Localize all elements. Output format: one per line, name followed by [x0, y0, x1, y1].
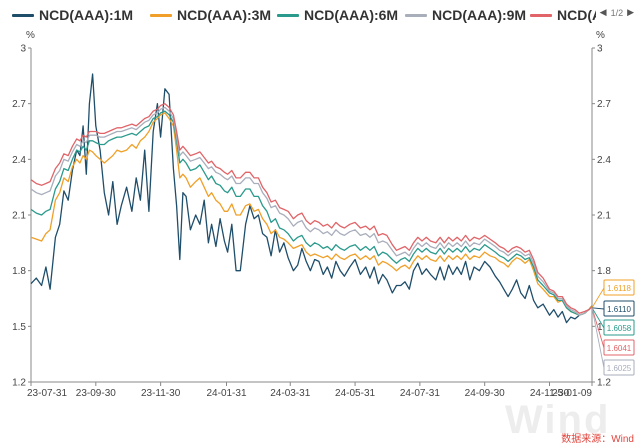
y-tick-label-left: 1.5	[12, 322, 26, 333]
end-value-box	[603, 319, 635, 336]
end-value-label: 1.6110	[607, 305, 631, 314]
end-value-connector	[591, 307, 605, 369]
y-tick-label-right: 2.1	[597, 211, 611, 222]
legend-label: NCD(AAA):3M	[177, 7, 272, 23]
legend-item-9m[interactable]: NCD(AAA):9M	[405, 5, 526, 25]
legend-pager[interactable]: ◀ 1/2 ▶	[595, 7, 634, 18]
y-tick-label-left: 3	[20, 44, 26, 55]
x-tick-label: 24-09-30	[465, 388, 505, 399]
legend-item-3m[interactable]: NCD(AAA):3M	[150, 5, 271, 25]
y-axis-unit-left: %	[26, 30, 35, 41]
x-tick-label: 23-09-30	[76, 388, 116, 399]
y-tick-label-left: 2.1	[12, 211, 26, 222]
end-value-connector	[591, 287, 605, 309]
x-tick-label: 24-07-31	[400, 388, 440, 399]
legend-items: NCD(AAA):1M NCD(AAA):3M NCD(AAA):6M NCD(AAA…	[0, 0, 596, 30]
end-value-label: 1.6118	[607, 284, 631, 293]
legend-label: NCD(AAA):6M	[304, 7, 399, 23]
legend-item-1m[interactable]: NCD(AAA):1M	[12, 5, 133, 25]
legend-swatch	[12, 13, 34, 17]
end-value-box	[603, 339, 635, 356]
end-value-label: 1.6058	[607, 324, 632, 333]
end-value-label: 1.6025	[607, 364, 632, 373]
series-line-6m	[30, 110, 593, 316]
x-tick-label: 24-01-31	[206, 388, 246, 399]
legend-item-1y[interactable]: NCD(AAA):1Y	[530, 5, 596, 25]
legend-swatch	[405, 13, 427, 17]
legend-swatch	[150, 13, 172, 17]
legend-item-6m[interactable]: NCD(AAA):6M	[277, 5, 398, 25]
series-line-3m	[30, 112, 593, 316]
series-line-9m	[30, 106, 593, 316]
wind-watermark: Wind	[505, 398, 611, 442]
series-line-1m	[30, 73, 593, 324]
y-tick-label-left: 2.7	[12, 99, 26, 110]
y-axis-unit-right: %	[596, 30, 605, 41]
legend-label: NCD(AAA):1Y	[557, 7, 596, 23]
y-tick-label-left: 2.4	[12, 155, 26, 166]
end-value-box	[603, 300, 635, 317]
end-value-connector	[591, 307, 605, 329]
legend-page-indicator: 1/2	[610, 7, 624, 18]
y-tick-label-right: 1.8	[597, 266, 611, 277]
y-tick-label-right: 2.7	[597, 99, 611, 110]
end-value-box	[603, 359, 635, 376]
x-tick-label: 24-05-31	[335, 388, 375, 399]
triangle-left-icon[interactable]: ◀	[599, 7, 607, 17]
end-value-box	[603, 279, 635, 296]
x-tick-label: 23-07-31	[27, 388, 67, 399]
y-tick-label-right: 1.2	[597, 378, 611, 389]
end-value-label: 1.6041	[607, 344, 632, 353]
end-value-connector	[591, 307, 605, 349]
x-tick-label: 24-11-30	[530, 388, 570, 399]
legend-swatch	[530, 13, 552, 17]
y-tick-label-left: 1.2	[12, 378, 26, 389]
y-tick-label-right: 2.4	[597, 155, 611, 166]
legend-swatch	[277, 13, 299, 17]
y-tick-label-left: 1.8	[12, 266, 26, 277]
legend-label: NCD(AAA):1M	[39, 7, 134, 23]
source-note: 数据来源：Wind	[561, 434, 634, 445]
x-tick-label: 25-01-09	[552, 388, 592, 399]
series-line-1y	[30, 103, 593, 314]
x-tick-label: 24-03-31	[270, 388, 310, 399]
end-value-connector	[591, 307, 605, 310]
y-tick-label-right: 3	[597, 44, 603, 55]
legend-label: NCD(AAA):9M	[432, 7, 527, 23]
x-tick-label: 23-11-30	[141, 388, 181, 399]
chart-legend: NCD(AAA):1M NCD(AAA):3M NCD(AAA):6M NCD(AAA…	[0, 0, 640, 30]
triangle-right-icon[interactable]: ▶	[627, 7, 634, 17]
